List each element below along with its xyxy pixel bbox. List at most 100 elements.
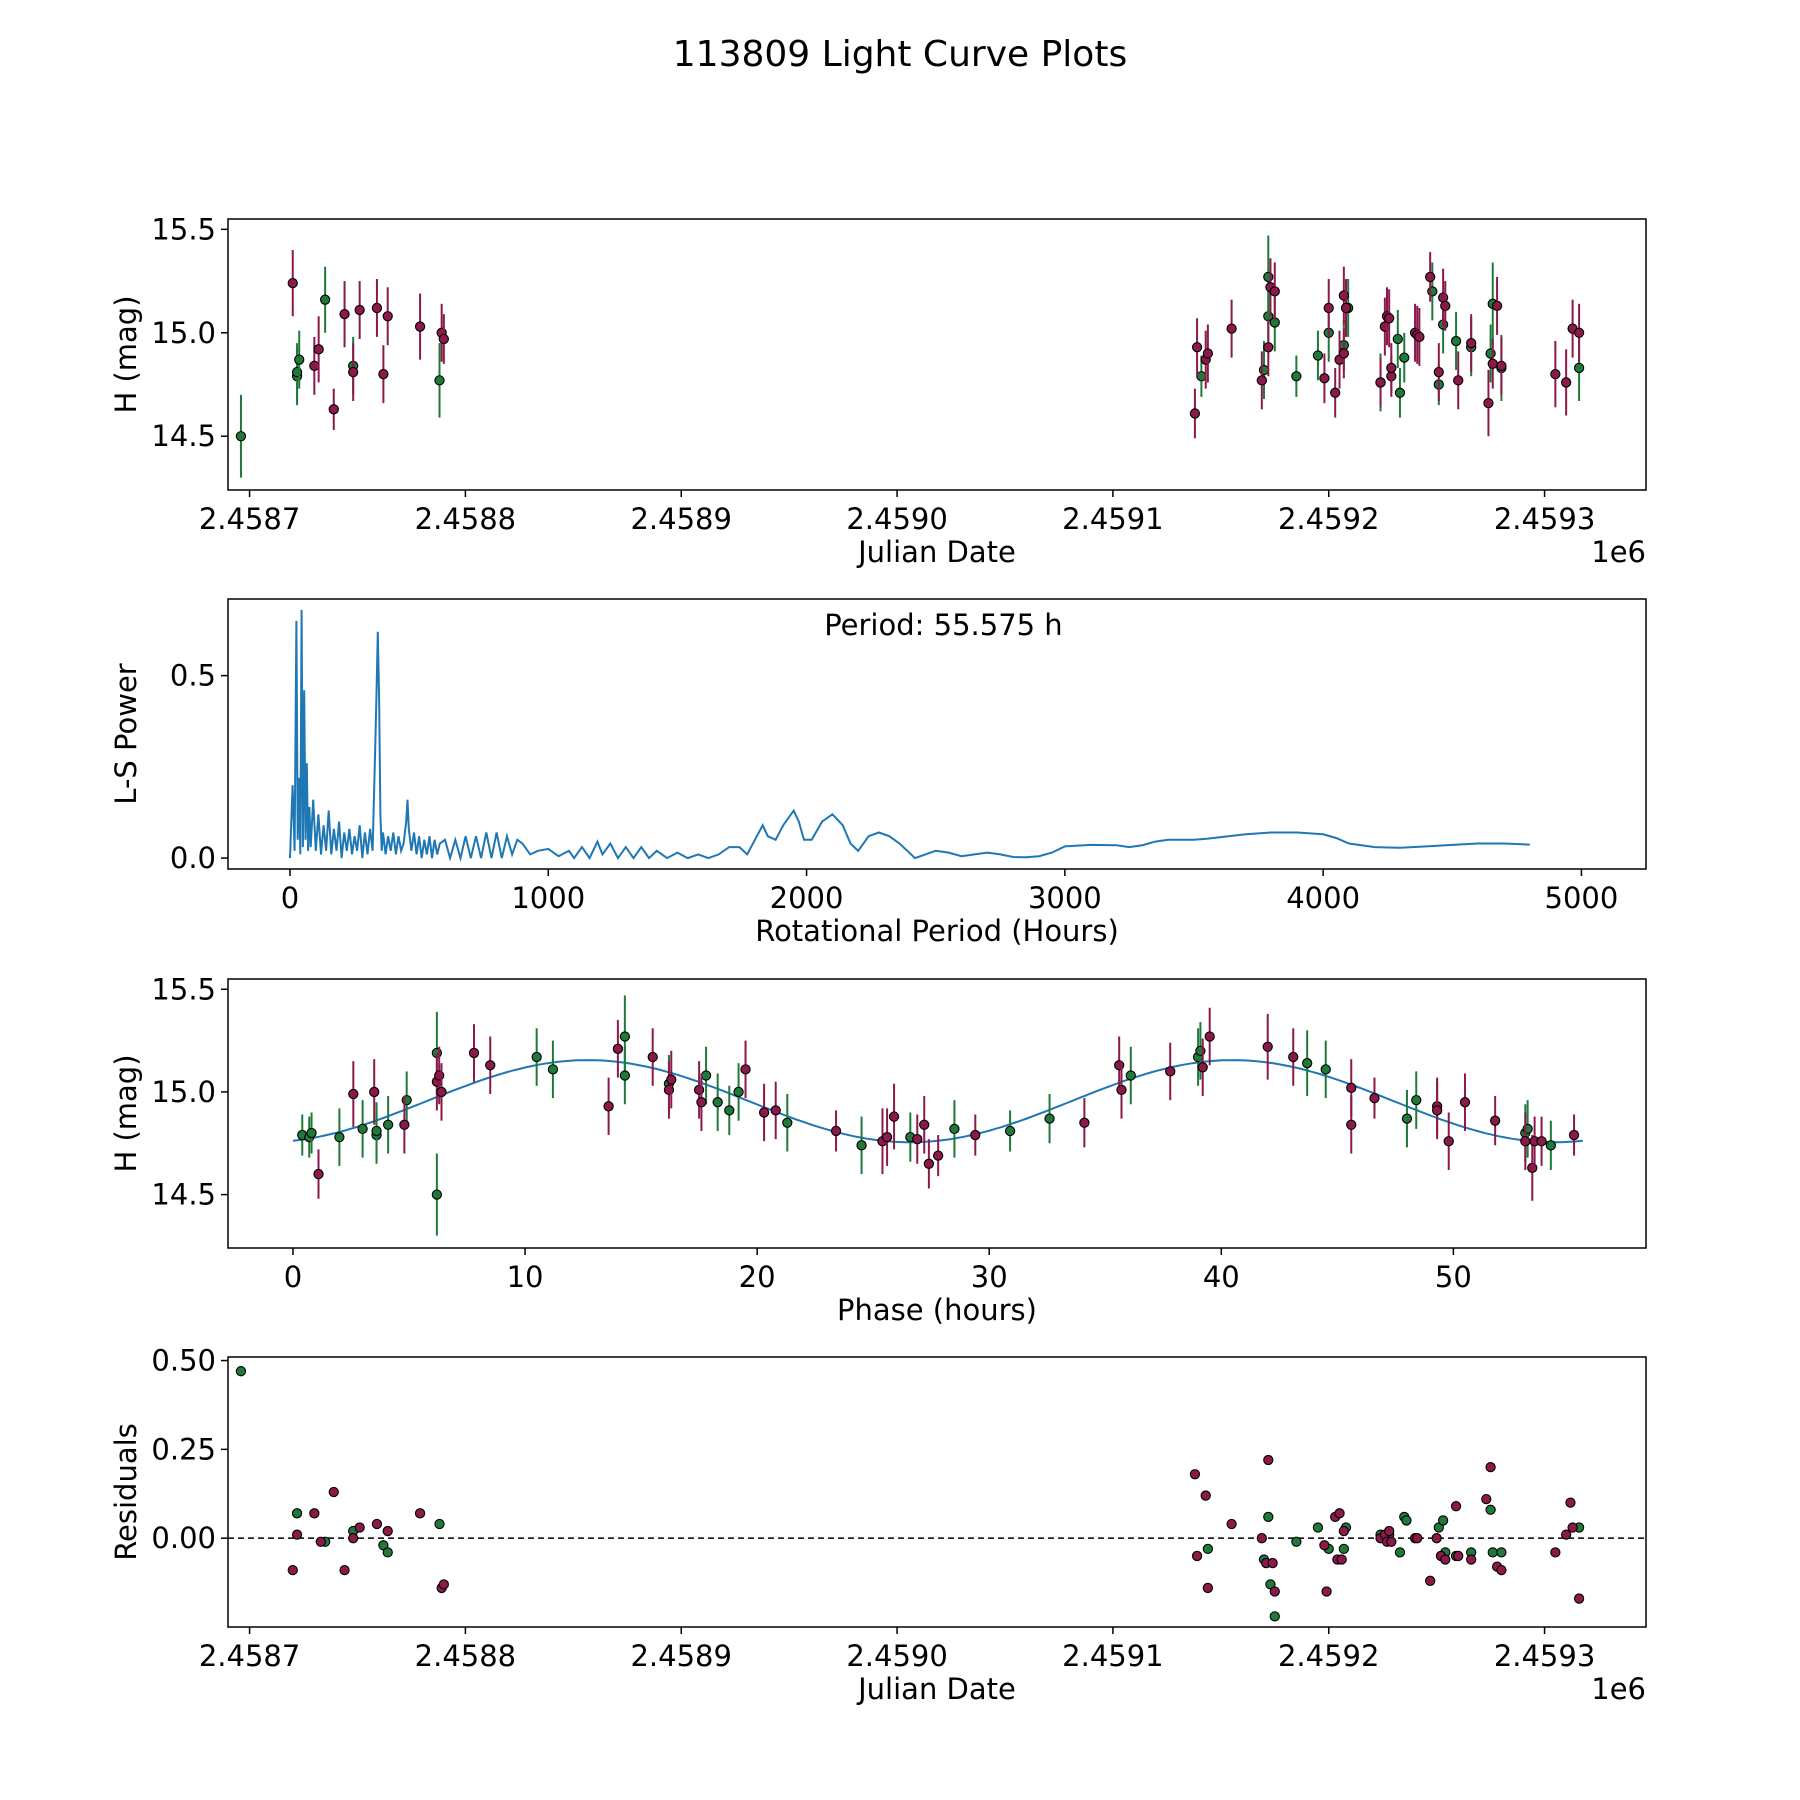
data-point	[1392, 333, 1403, 345]
x-tick-label: 2.4593	[1494, 502, 1595, 536]
data-point	[313, 344, 324, 355]
data-point	[1496, 360, 1507, 372]
data-point	[1263, 1511, 1274, 1523]
data-point	[1485, 1461, 1496, 1473]
x-tick-label: 2.4588	[415, 502, 516, 536]
data-point	[619, 1031, 631, 1042]
data-point	[1401, 1113, 1413, 1124]
data-point	[438, 333, 449, 345]
fit-curve	[292, 1059, 1583, 1144]
data-point	[1384, 313, 1395, 324]
data-point	[1226, 323, 1237, 334]
data-point	[1520, 1136, 1531, 1147]
data-point	[647, 1051, 658, 1063]
x-tick-label: 2.4592	[1278, 1639, 1379, 1673]
data-point	[1453, 375, 1464, 386]
series-green	[235, 235, 1585, 478]
series-maroon	[313, 1007, 1580, 1201]
data-point	[1440, 1554, 1451, 1565]
data-point	[1466, 1554, 1477, 1565]
data-point	[1496, 1547, 1507, 1558]
data-point	[1496, 1565, 1507, 1576]
data-point	[339, 1565, 350, 1576]
figure-title: 113809 Light Curve Plots	[673, 34, 1127, 75]
data-point	[1202, 1543, 1214, 1554]
data-point	[1573, 362, 1585, 374]
data-point	[531, 1051, 542, 1063]
data-point	[369, 1086, 380, 1098]
data-point	[1443, 1136, 1454, 1147]
y-axis-label: Residuals	[109, 1423, 143, 1561]
periodogram-line	[289, 609, 1530, 863]
data-point	[235, 1366, 247, 1377]
axes-frame	[227, 218, 1647, 491]
data-point	[1312, 1522, 1324, 1533]
data-point	[1431, 1533, 1442, 1544]
y-axis-label: H (mag)	[109, 1054, 143, 1172]
x-tick-label: 5000	[1545, 881, 1619, 915]
plot-area	[292, 995, 1583, 1236]
data-point	[1196, 371, 1207, 382]
data-point	[1256, 1533, 1267, 1544]
data-point	[830, 1125, 842, 1137]
x-tick-label: 30	[971, 1260, 1008, 1294]
data-point	[1394, 1547, 1406, 1558]
data-point	[287, 1565, 298, 1576]
data-point	[1459, 1097, 1471, 1108]
data-point	[782, 1117, 793, 1128]
data-point	[1269, 1586, 1280, 1597]
data-point	[414, 1508, 426, 1519]
data-point	[1485, 348, 1496, 359]
data-point	[740, 1064, 751, 1075]
data-point	[1379, 321, 1390, 332]
data-point	[1427, 286, 1438, 297]
y-tick-label: 15.5	[151, 212, 216, 246]
x-axis-label: Julian Date	[856, 535, 1016, 569]
x-tick-label: 0	[284, 1260, 302, 1294]
data-point	[547, 1064, 559, 1075]
data-point	[1302, 1058, 1313, 1069]
data-point	[309, 360, 320, 372]
data-point	[1411, 1095, 1422, 1106]
x-tick-label: 50	[1435, 1260, 1472, 1294]
data-point	[328, 1486, 339, 1498]
y-tick-label: 14.5	[151, 419, 216, 453]
data-point	[1116, 1084, 1127, 1096]
data-point	[313, 1168, 324, 1180]
x-tick-label: 2.4591	[1062, 1639, 1163, 1673]
data-point	[1125, 1070, 1136, 1081]
data-point	[881, 1131, 893, 1143]
data-point	[1399, 352, 1410, 363]
data-point	[1369, 1092, 1380, 1104]
data-point	[758, 1107, 770, 1118]
data-point	[434, 375, 445, 386]
series-maroon	[287, 1454, 1585, 1604]
data-point	[382, 1547, 393, 1558]
data-point	[309, 1508, 320, 1519]
data-point	[1431, 1105, 1443, 1116]
data-point	[1433, 366, 1444, 378]
x-tick-label: 2.4590	[846, 1639, 947, 1673]
data-point	[919, 1119, 930, 1130]
y-tick-label: 0.0	[170, 841, 216, 875]
data-point	[291, 366, 303, 378]
y-tick-label: 14.5	[151, 1178, 216, 1212]
data-point	[1256, 375, 1267, 386]
data-point	[1323, 302, 1334, 314]
data-point	[357, 1123, 368, 1135]
data-point	[1263, 342, 1274, 353]
data-point	[371, 1125, 382, 1137]
data-point	[1204, 1031, 1215, 1042]
data-point	[1450, 1501, 1462, 1512]
data-point	[1489, 1115, 1501, 1126]
data-point	[1466, 337, 1477, 349]
data-point	[414, 321, 426, 332]
data-point	[371, 302, 383, 314]
data-point	[619, 1070, 631, 1081]
data-point	[1550, 369, 1561, 380]
data-point	[1565, 1497, 1576, 1508]
data-point	[1483, 397, 1494, 409]
panel-periodogram: 0 1000 2000 3000 4000 5000 0.0 0.5 Rotational Pe…	[109, 598, 1647, 948]
data-point	[434, 1518, 445, 1530]
